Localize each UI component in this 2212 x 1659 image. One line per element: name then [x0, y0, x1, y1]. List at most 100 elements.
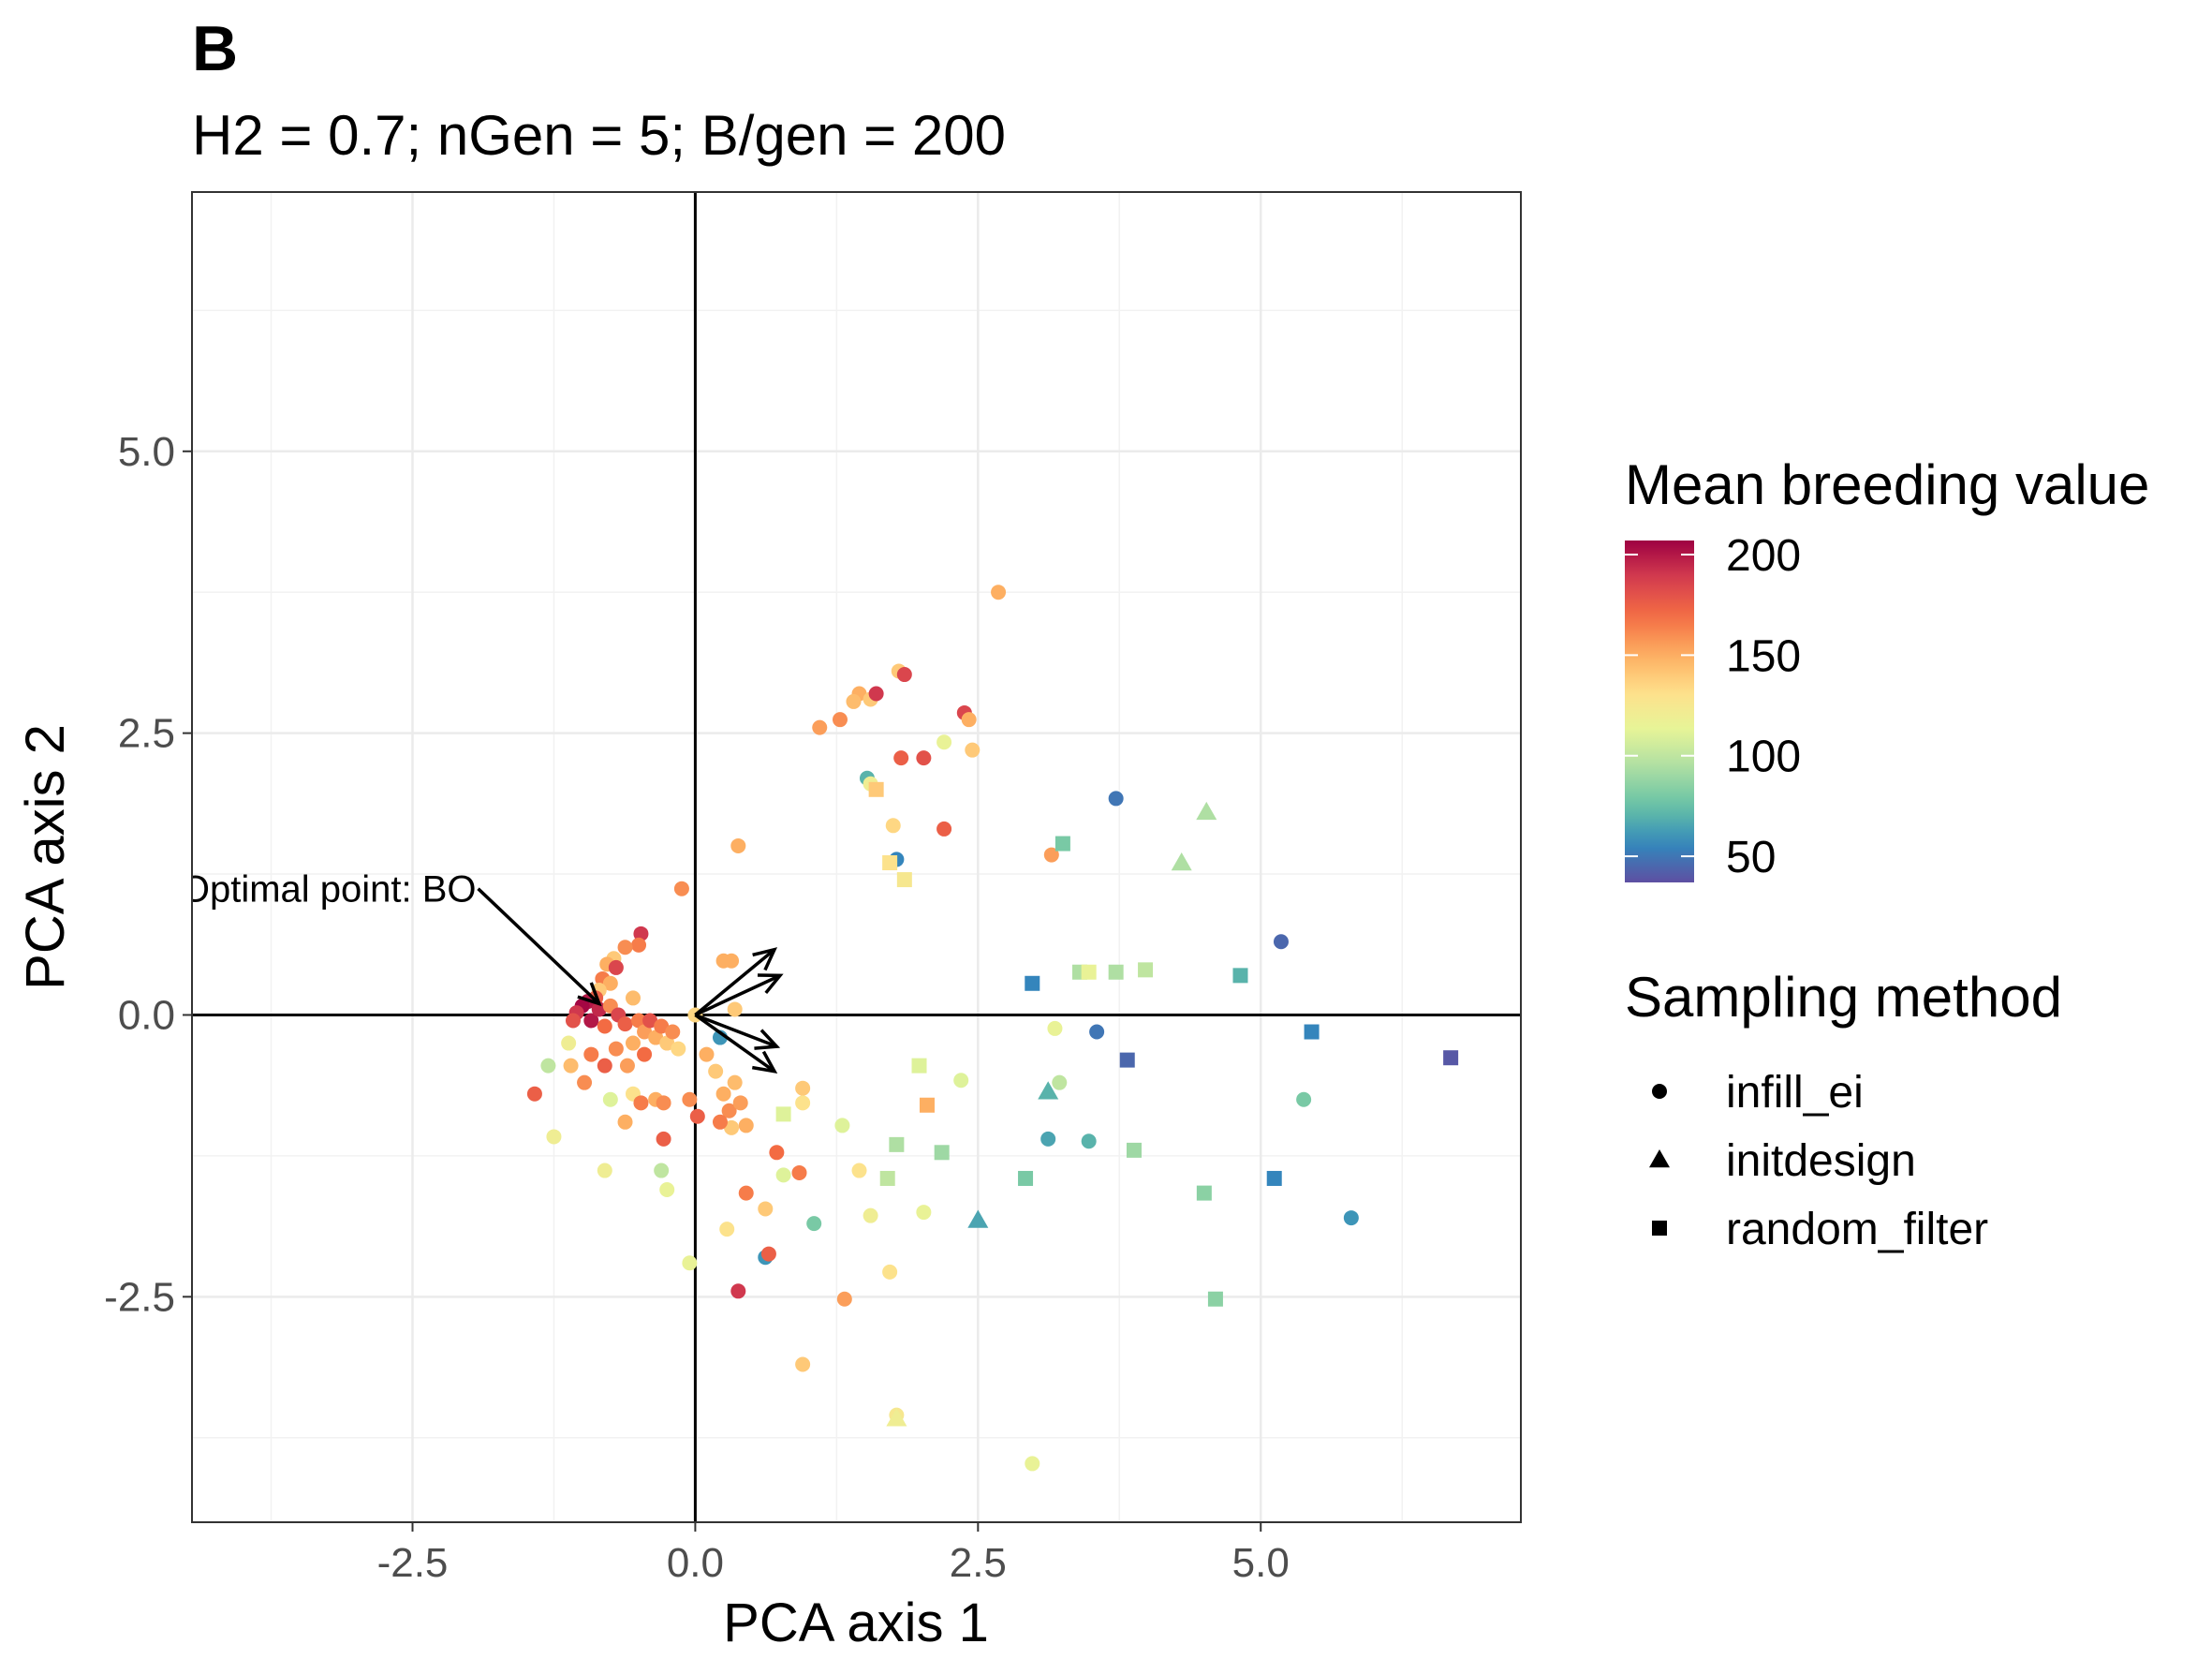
plot-border	[191, 191, 1522, 1523]
y-tick-label: 5.0	[118, 429, 175, 475]
data-point-infill-ei	[916, 750, 932, 766]
data-point-infill-ei	[619, 1058, 635, 1074]
data-point-infill-ei	[732, 1095, 748, 1111]
optimal-point-label: Optimal point: BO	[181, 869, 477, 911]
data-point-infill-ei	[882, 1264, 898, 1280]
data-point-random-filter	[1196, 1185, 1212, 1201]
data-point-infill-ei	[637, 1024, 653, 1040]
data-point-infill-ei	[546, 1129, 562, 1145]
data-point-infill-ei	[563, 1058, 579, 1074]
data-point-infill-ei	[699, 1046, 715, 1062]
data-point-random-filter	[1304, 1024, 1320, 1040]
data-point-infill-ei	[1043, 847, 1059, 863]
data-point-infill-ei	[671, 1041, 686, 1057]
data-point-initdesign	[886, 1408, 907, 1427]
data-point-infill-ei	[1273, 934, 1289, 950]
data-point-infill-ei	[682, 1255, 698, 1271]
loading-arrow	[694, 1013, 777, 1048]
data-point-infill-ei	[775, 1167, 791, 1183]
data-point-random-filter	[882, 855, 898, 871]
data-point-random-filter	[896, 872, 912, 888]
y-axis-ticks: -2.5 0.0 2.5 5.0	[104, 429, 192, 1320]
data-point-infill-ei	[642, 1013, 658, 1029]
data-point-infill-ei	[738, 1185, 754, 1201]
plot-area: Optimal point: BO	[181, 191, 1522, 1523]
data-point-infill-ei	[577, 1074, 593, 1090]
data-point-infill-ei	[591, 1001, 607, 1017]
data-points	[526, 585, 1459, 1472]
loading-arrow	[694, 1014, 775, 1074]
shape-legend-label: initdesign	[1726, 1136, 1916, 1186]
x-tick-label: -2.5	[377, 1540, 449, 1586]
y-tick-label: 2.5	[118, 711, 175, 757]
data-point-infill-ei	[708, 1063, 724, 1079]
data-point-infill-ei	[608, 1041, 624, 1057]
data-point-infill-ei	[689, 1108, 705, 1124]
shape-legend-label: infill_ei	[1726, 1068, 1864, 1118]
data-point-infill-ei	[665, 1024, 681, 1040]
data-point-random-filter	[889, 1136, 905, 1152]
y-tick-label: 0.0	[118, 992, 175, 1038]
data-point-infill-ei	[834, 1118, 850, 1133]
data-point-initdesign	[1038, 1081, 1059, 1100]
loading-arrow-head	[757, 973, 784, 995]
data-point-random-filter	[1119, 1052, 1135, 1068]
annotation-layer: Optimal point: BO	[181, 869, 602, 1007]
data-point-random-filter	[934, 1145, 950, 1161]
data-point-infill-ei	[769, 1145, 785, 1161]
data-point-infill-ei	[659, 1182, 675, 1197]
data-point-infill-ei	[893, 750, 909, 766]
data-point-infill-ei	[1025, 1456, 1040, 1472]
data-point-infill-ei	[1343, 1210, 1359, 1226]
data-point-infill-ei	[727, 1001, 743, 1017]
data-point-infill-ei	[812, 719, 828, 735]
legend-circle-icon	[1652, 1084, 1667, 1099]
y-tick-label: -2.5	[104, 1274, 175, 1320]
colorbar-tick-label: 50	[1726, 833, 1776, 882]
data-point-infill-ei	[806, 1216, 822, 1232]
data-point-infill-ei	[832, 712, 848, 728]
shape-legend-items: infill_ei initdesign random_filter	[1649, 1068, 1988, 1254]
loading-arrow	[694, 973, 781, 1017]
data-point-infill-ei	[712, 1114, 728, 1130]
data-point-infill-ei	[583, 1046, 599, 1062]
data-point-infill-ei	[896, 667, 912, 683]
data-point-infill-ei	[1108, 791, 1124, 807]
optimal-point-arrow-head	[577, 982, 602, 1007]
x-axis-ticks: -2.5 0.0 2.5 5.0	[377, 1522, 1290, 1586]
data-point-infill-ei	[724, 953, 740, 969]
data-point-random-filter	[1232, 968, 1248, 984]
shape-legend-label: random_filter	[1726, 1205, 1988, 1254]
data-point-infill-ei	[654, 1018, 670, 1034]
data-point-infill-ei	[625, 1035, 641, 1051]
data-point-infill-ei	[730, 1283, 746, 1299]
data-point-random-filter	[1266, 1170, 1282, 1186]
data-point-random-filter	[1443, 1050, 1459, 1066]
x-axis-title: PCA axis 1	[723, 1592, 989, 1653]
data-point-infill-ei	[602, 1091, 618, 1107]
data-point-infill-ei	[656, 1095, 671, 1111]
data-point-random-filter	[919, 1097, 935, 1113]
chart-subtitle: H2 = 0.7; nGen = 5; B/gen = 200	[192, 104, 1006, 167]
shape-legend: Sampling method infill_ei initdesign rando…	[1625, 966, 2062, 1254]
data-point-infill-ei	[526, 1086, 542, 1102]
color-legend: Mean breeding value 200 150 100 50	[1625, 453, 2149, 882]
data-point-infill-ei	[561, 1035, 577, 1051]
data-point-infill-ei	[1296, 1091, 1312, 1107]
panel-tag: B	[192, 13, 238, 84]
data-point-initdesign	[1171, 852, 1192, 871]
data-point-random-filter	[1138, 962, 1154, 978]
data-point-infill-ei	[631, 937, 647, 953]
legend-triangle-icon	[1649, 1149, 1670, 1168]
data-point-random-filter	[775, 1106, 791, 1122]
colorbar-tick-label: 150	[1726, 631, 1801, 681]
data-point-infill-ei	[836, 1291, 852, 1307]
data-point-infill-ei	[760, 1246, 776, 1262]
data-point-infill-ei	[608, 959, 624, 975]
data-point-infill-ei	[565, 1013, 581, 1029]
loading-arrow-head	[754, 1029, 781, 1050]
data-point-initdesign	[1196, 801, 1217, 821]
loading-arrow-head	[752, 947, 778, 971]
data-point-infill-ei	[654, 1163, 670, 1178]
